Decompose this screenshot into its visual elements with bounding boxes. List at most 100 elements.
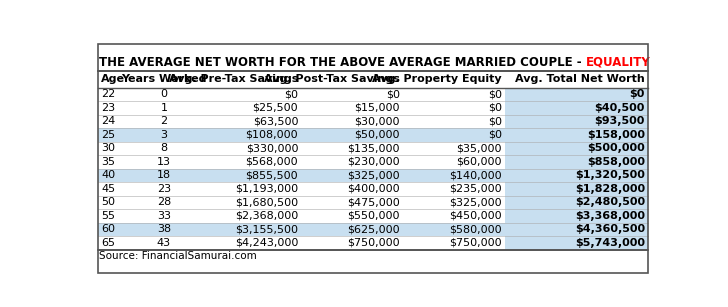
Bar	[301, 209, 403, 223]
Text: $4,360,500: $4,360,500	[575, 224, 645, 234]
Bar	[403, 223, 505, 236]
Bar	[403, 115, 505, 128]
Text: 3: 3	[160, 130, 167, 140]
Text: $2,480,500: $2,480,500	[575, 197, 645, 207]
Bar	[505, 128, 649, 142]
Bar	[128, 182, 199, 196]
Bar	[98, 101, 128, 115]
Text: 35: 35	[101, 157, 115, 167]
Text: $158,000: $158,000	[587, 130, 645, 140]
Text: $750,000: $750,000	[347, 238, 400, 248]
Text: $5,743,000: $5,743,000	[575, 238, 645, 248]
Bar	[199, 101, 301, 115]
Text: $1,320,500: $1,320,500	[575, 170, 645, 180]
Text: $30,000: $30,000	[355, 116, 400, 126]
Bar	[199, 209, 301, 223]
Text: 24: 24	[101, 116, 116, 126]
Text: 1: 1	[160, 103, 167, 113]
Bar	[301, 155, 403, 169]
Text: $550,000: $550,000	[347, 211, 400, 221]
Bar	[199, 196, 301, 209]
Text: $60,000: $60,000	[456, 157, 502, 167]
Bar	[403, 236, 505, 250]
Text: 38: 38	[157, 224, 171, 234]
Text: 50: 50	[101, 197, 115, 207]
Bar	[505, 87, 649, 101]
Text: Source: FinancialSamurai.com: Source: FinancialSamurai.com	[100, 251, 257, 261]
Text: 60: 60	[101, 224, 115, 234]
Text: 8: 8	[160, 143, 167, 153]
Bar	[199, 155, 301, 169]
Bar	[128, 115, 199, 128]
Text: $568,000: $568,000	[245, 157, 298, 167]
Bar	[199, 115, 301, 128]
Bar	[403, 182, 505, 196]
Bar	[301, 142, 403, 155]
Text: $230,000: $230,000	[347, 157, 400, 167]
Bar	[301, 101, 403, 115]
Text: $40,500: $40,500	[595, 103, 645, 113]
Text: Avg. Post-Tax Savings: Avg. Post-Tax Savings	[264, 74, 400, 84]
Text: $750,000: $750,000	[449, 238, 502, 248]
Text: 30: 30	[101, 143, 115, 153]
Bar	[505, 142, 649, 155]
Text: 65: 65	[101, 238, 115, 248]
Text: 18: 18	[157, 170, 171, 180]
Bar	[128, 196, 199, 209]
Bar	[98, 236, 128, 250]
Text: 23: 23	[101, 103, 115, 113]
Bar	[199, 128, 301, 142]
Text: $475,000: $475,000	[347, 197, 400, 207]
Text: $0: $0	[630, 89, 645, 99]
Text: $330,000: $330,000	[245, 143, 298, 153]
Text: $235,000: $235,000	[449, 184, 502, 194]
Bar	[505, 169, 649, 182]
Text: $325,000: $325,000	[347, 170, 400, 180]
Bar	[98, 44, 649, 71]
Bar	[98, 142, 128, 155]
Text: $35,000: $35,000	[456, 143, 502, 153]
Text: $50,000: $50,000	[355, 130, 400, 140]
Bar	[128, 223, 199, 236]
Bar	[403, 155, 505, 169]
Bar	[128, 209, 199, 223]
Text: $1,193,000: $1,193,000	[235, 184, 298, 194]
Bar	[199, 236, 301, 250]
Bar	[403, 101, 505, 115]
Bar	[403, 142, 505, 155]
Text: 28: 28	[157, 197, 171, 207]
Bar	[98, 250, 649, 273]
Bar	[98, 223, 128, 236]
Text: $500,000: $500,000	[587, 143, 645, 153]
Bar	[98, 128, 128, 142]
Text: 13: 13	[157, 157, 171, 167]
Bar	[301, 115, 403, 128]
Bar	[98, 115, 128, 128]
Bar	[505, 101, 649, 115]
Bar	[505, 115, 649, 128]
Bar	[128, 142, 199, 155]
Text: $1,828,000: $1,828,000	[575, 184, 645, 194]
Bar	[505, 209, 649, 223]
Text: $450,000: $450,000	[449, 211, 502, 221]
Bar	[505, 196, 649, 209]
Text: $0: $0	[488, 103, 502, 113]
Text: $3,155,500: $3,155,500	[235, 224, 298, 234]
Text: $108,000: $108,000	[245, 130, 298, 140]
Bar	[403, 196, 505, 209]
Bar	[128, 101, 199, 115]
Text: Avg. Property Equity: Avg. Property Equity	[372, 74, 502, 84]
Text: $625,000: $625,000	[347, 224, 400, 234]
Text: 45: 45	[101, 184, 115, 194]
Text: $580,000: $580,000	[449, 224, 502, 234]
Bar	[199, 169, 301, 182]
Text: 23: 23	[157, 184, 171, 194]
Text: 25: 25	[101, 130, 115, 140]
Bar	[128, 87, 199, 101]
Bar	[128, 155, 199, 169]
Text: 2: 2	[160, 116, 167, 126]
Text: $400,000: $400,000	[347, 184, 400, 194]
Bar	[301, 236, 403, 250]
Bar	[199, 87, 301, 101]
Text: $63,500: $63,500	[253, 116, 298, 126]
